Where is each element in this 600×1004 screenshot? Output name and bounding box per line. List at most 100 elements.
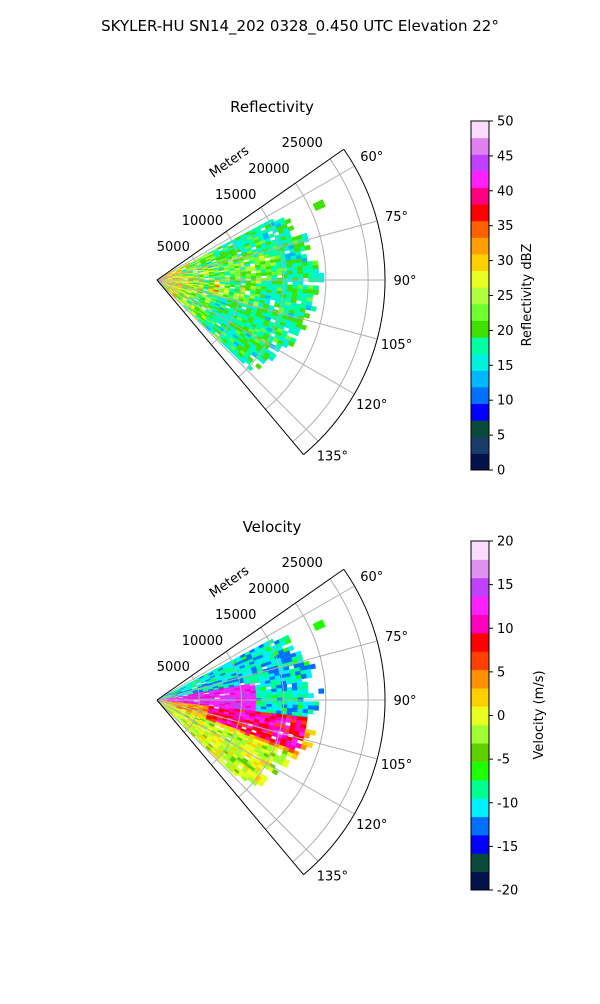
range-tick-label: 25000 xyxy=(282,136,323,151)
colorbar-tick-label: 5 xyxy=(497,429,505,444)
colorbar-tick-label: -20 xyxy=(497,884,518,899)
azimuth-tick-label: 60° xyxy=(360,150,383,165)
echo-cell xyxy=(313,199,326,211)
echo-cell xyxy=(193,271,199,273)
colorbar-swatch xyxy=(471,254,489,271)
colorbar-tick-label: 15 xyxy=(497,359,514,374)
colorbar-swatch xyxy=(471,453,489,470)
range-tick-label: 25000 xyxy=(282,556,323,571)
azimuth-tick-label: 90° xyxy=(393,694,416,709)
colorbar-swatch xyxy=(471,578,489,597)
colorbar-swatch xyxy=(471,798,489,817)
colorbar-tick-label: 10 xyxy=(497,394,514,409)
colorbar-swatch xyxy=(471,204,489,221)
echo-cell xyxy=(304,245,311,251)
colorbar-swatch xyxy=(471,337,489,354)
reflectivity-title: Reflectivity xyxy=(230,98,314,116)
colorbar-tick-label: 0 xyxy=(497,464,505,479)
colorbar-swatch xyxy=(471,670,489,689)
echo-cell xyxy=(303,273,309,278)
azimuth-tick-label: 60° xyxy=(360,570,383,585)
range-tick-label: 20000 xyxy=(248,582,289,597)
echo-cell xyxy=(306,673,312,679)
echo-cell xyxy=(313,619,326,631)
colorbar-tick-label: 45 xyxy=(497,149,514,164)
colorbar-tick-label: 0 xyxy=(497,709,505,724)
azimuth-tick-label: 90° xyxy=(393,274,416,289)
echo-cell xyxy=(308,693,314,698)
colorbar-swatch xyxy=(471,404,489,421)
echo-cell xyxy=(296,296,302,301)
range-tick-label: 10000 xyxy=(182,634,223,649)
colorbar-swatch xyxy=(471,835,489,854)
colorbar-swatch xyxy=(471,387,489,404)
colorbar-tick-label: 40 xyxy=(497,184,514,199)
colorbar-swatch xyxy=(471,817,489,836)
azimuth-tick-label: 105° xyxy=(381,758,412,773)
range-axis-label: Meters xyxy=(207,143,252,181)
range-axis-label: Meters xyxy=(207,563,252,601)
azimuth-tick-label: 135° xyxy=(317,869,348,884)
figure-title: SKYLER-HU SN14_202 0328_0.450 UTC Elevat… xyxy=(101,17,499,36)
range-tick-label: 5000 xyxy=(157,240,190,255)
reflectivity-panel: Reflectivity 60°75°90°105°120°135°500010… xyxy=(157,98,535,479)
echo-cell xyxy=(219,284,225,286)
echo-cell xyxy=(270,296,276,301)
velocity-colorbar-label: Velocity (m/s) xyxy=(532,670,547,759)
colorbar-swatch xyxy=(471,354,489,371)
range-tick-label: 15000 xyxy=(215,188,256,203)
colorbar-swatch xyxy=(471,651,489,670)
range-tick-label: 20000 xyxy=(248,162,289,177)
range-tick-label: 10000 xyxy=(182,214,223,229)
azimuth-tick-label: 135° xyxy=(317,449,348,464)
azimuth-tick-label: 105° xyxy=(381,338,412,353)
colorbar-swatch xyxy=(471,121,489,138)
colorbar-swatch xyxy=(471,725,489,744)
colorbar-swatch xyxy=(471,420,489,437)
colorbar-swatch xyxy=(471,706,489,725)
colorbar-swatch xyxy=(471,688,489,707)
colorbar-swatch xyxy=(471,872,489,891)
colorbar-tick-label: 10 xyxy=(497,622,514,637)
echo-cell xyxy=(303,693,309,698)
colorbar-tick-label: -10 xyxy=(497,796,518,811)
velocity-panel: Velocity 60°75°90°105°120°135°5000100001… xyxy=(157,518,547,899)
colorbar-swatch xyxy=(471,743,489,762)
colorbar-swatch xyxy=(471,154,489,171)
colorbar-tick-label: 20 xyxy=(497,324,514,339)
echo-cell xyxy=(214,281,220,283)
colorbar-tick-label: 50 xyxy=(497,115,514,130)
echo-cell xyxy=(308,709,314,714)
colorbar-tick-label: 15 xyxy=(497,578,514,593)
colorbar-swatch xyxy=(471,370,489,387)
echo-cell xyxy=(245,288,251,291)
echo-cell xyxy=(310,306,316,312)
colorbar-tick-label: 30 xyxy=(497,254,514,269)
colorbar-swatch xyxy=(471,237,489,254)
echo-cell xyxy=(310,730,317,736)
colorbar-tick-label: -5 xyxy=(497,753,510,768)
echo-cell xyxy=(309,664,316,670)
azimuth-tick-label: 120° xyxy=(356,398,387,413)
colorbar-swatch xyxy=(471,320,489,337)
colorbar-swatch xyxy=(471,541,489,560)
colorbar-swatch xyxy=(471,614,489,633)
echo-cell xyxy=(318,688,324,693)
colorbar-tick-label: 5 xyxy=(497,665,505,680)
colorbar-tick-label: 25 xyxy=(497,289,514,304)
colorbar-swatch xyxy=(471,761,489,780)
echo-cell xyxy=(304,313,311,319)
colorbar-swatch xyxy=(471,221,489,238)
colorbar-swatch xyxy=(471,138,489,155)
range-tick-label: 5000 xyxy=(157,660,190,675)
echo-cell xyxy=(313,705,319,710)
range-tick-label: 15000 xyxy=(215,608,256,623)
velocity-title: Velocity xyxy=(243,518,302,536)
colorbar-swatch xyxy=(471,171,489,188)
colorbar-swatch xyxy=(471,437,489,454)
colorbar-swatch xyxy=(471,596,489,615)
azimuth-tick-label: 75° xyxy=(385,630,408,645)
colorbar-swatch xyxy=(471,853,489,872)
echo-cell xyxy=(286,680,292,685)
